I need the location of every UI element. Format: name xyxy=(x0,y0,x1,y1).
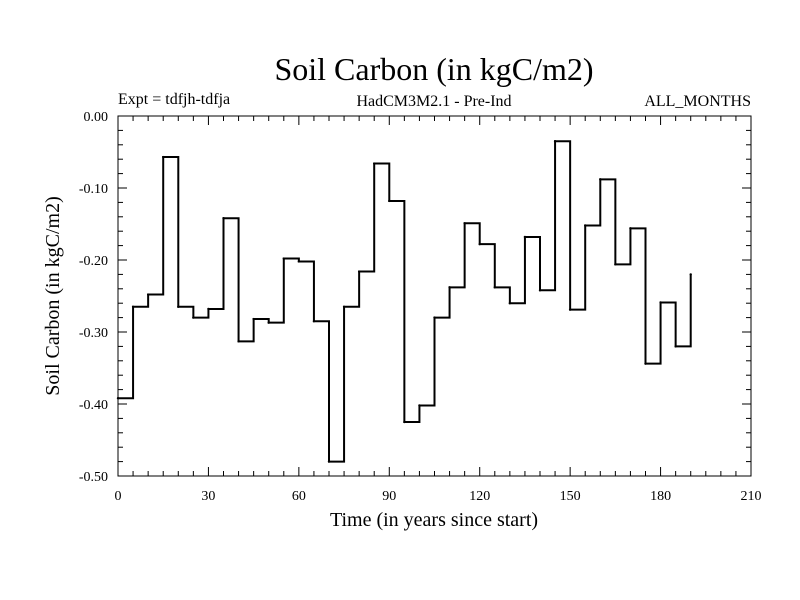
data-point xyxy=(584,224,587,227)
data-point xyxy=(478,242,481,246)
x-axis-label: Time (in years since start) xyxy=(330,509,538,531)
series-line xyxy=(118,140,692,463)
data-point xyxy=(222,217,225,220)
chart-title: Soil Carbon (in kgC/m2) xyxy=(274,51,593,87)
y-tick-label: -0.30 xyxy=(79,326,108,341)
data-point xyxy=(644,362,647,365)
y-axis-label: Soil Carbon (in kgC/m2) xyxy=(42,196,64,395)
months-label: ALL_MONTHS xyxy=(644,93,751,110)
y-tick-label: -0.40 xyxy=(79,398,108,413)
data-point xyxy=(674,345,677,348)
x-tick-label: 150 xyxy=(560,489,581,504)
data-point xyxy=(599,178,602,181)
data-point xyxy=(508,302,512,305)
data-point xyxy=(418,404,421,407)
x-tick-label: 30 xyxy=(201,489,215,504)
data-point xyxy=(568,308,572,311)
series-layer xyxy=(116,140,692,463)
data-point xyxy=(448,286,451,289)
data-point xyxy=(553,140,557,143)
x-tick-label: 90 xyxy=(382,489,396,504)
y-tick-label: -0.50 xyxy=(79,470,108,485)
data-point xyxy=(433,316,436,319)
data-point xyxy=(177,305,180,308)
y-tick-label: 0.00 xyxy=(84,110,109,125)
data-point xyxy=(131,305,135,308)
experiment-label: Expt = tdfjh-tdfja xyxy=(118,91,230,108)
y-tick-label: -0.20 xyxy=(79,254,108,269)
model-label: HadCM3M2.1 - Pre-Ind xyxy=(356,93,511,110)
data-point xyxy=(614,263,617,266)
data-point xyxy=(388,199,391,203)
data-point xyxy=(629,227,632,230)
data-point xyxy=(162,155,165,159)
data-point xyxy=(146,293,150,296)
data-point xyxy=(493,286,496,289)
data-point xyxy=(357,270,361,273)
data-point xyxy=(373,162,376,165)
x-tick-label: 180 xyxy=(650,489,671,504)
x-tick-label: 60 xyxy=(292,489,306,504)
plot-frame xyxy=(117,115,752,477)
x-tick-label: 210 xyxy=(741,489,762,504)
data-point xyxy=(267,321,270,324)
data-point xyxy=(342,305,346,308)
y-tick-label: -0.10 xyxy=(79,182,108,197)
data-point xyxy=(403,420,406,424)
data-point xyxy=(463,222,466,225)
data-point xyxy=(207,307,210,311)
data-point xyxy=(312,320,316,323)
x-tick-label: 0 xyxy=(115,489,122,504)
data-point xyxy=(252,317,255,321)
data-point xyxy=(237,340,240,343)
data-point xyxy=(282,257,285,260)
data-point xyxy=(327,460,331,463)
data-point xyxy=(538,289,542,292)
data-point xyxy=(297,260,301,263)
x-tick-label: 120 xyxy=(469,489,490,504)
data-point xyxy=(659,301,662,304)
data-point xyxy=(689,273,692,276)
data-point xyxy=(192,316,195,319)
data-point xyxy=(523,235,527,239)
